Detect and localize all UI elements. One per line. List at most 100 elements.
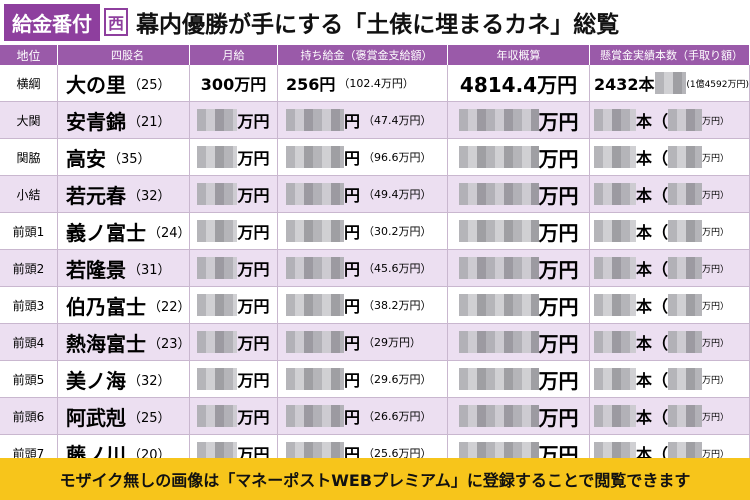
shikona: 若元春 (66, 183, 126, 208)
name-cell: 安青錦 （21） (58, 102, 190, 138)
mosaic (197, 405, 238, 427)
kensho-amount: 万円） (702, 264, 730, 275)
annual: 万円 (538, 257, 579, 282)
name-cell: 伯乃富士 （22） (58, 287, 190, 323)
monthly-cell: 300万円 (190, 65, 278, 101)
table: 地位 四股名 月給 持ち給金（褒賞金支給額） 年収概算 懸賞金実績本数（手取り額） 横綱 大の… (0, 45, 750, 472)
mochi-amount: （38.2万円） (363, 299, 432, 312)
kensho-count: 本（ (636, 297, 669, 316)
rank: 前頭3 (0, 287, 58, 323)
banner[interactable]: モザイク無しの画像は「マネーポストWEBプレミアム」に登録することで閲覧できます (0, 458, 750, 500)
kensho-count: 本（ (636, 223, 669, 242)
mochi-cell: 円（45.6万円） (278, 250, 448, 286)
mochi: 円 (344, 334, 361, 353)
rank: 前頭5 (0, 361, 58, 397)
mochi: 円 (344, 112, 361, 131)
name-cell: 大の里 （25） (58, 65, 190, 101)
monthly-cell: 万円 (190, 102, 278, 138)
annual-cell: 万円 (448, 213, 590, 249)
kensho-count: 本（ (636, 408, 669, 427)
table-row: 前頭2 若隆景 （31） 万円円（45.6万円） 万円 本（ 万円） (0, 250, 750, 287)
mochi: 円 (344, 297, 361, 316)
kensho-cell: 本（ 万円） (590, 176, 750, 212)
kensho-cell: 本（ 万円） (590, 398, 750, 434)
kensho-cell: 2432本 (1億4592万円) (590, 65, 750, 101)
kensho-count: 本（ (636, 260, 669, 279)
shikona: 高安 (66, 146, 106, 171)
mosaic (594, 368, 636, 390)
shikona: 伯乃富士 (66, 294, 146, 319)
mosaic (197, 183, 238, 205)
kensho-amount: 万円） (702, 116, 730, 127)
monthly-cell: 万円 (190, 213, 278, 249)
rank: 前頭1 (0, 213, 58, 249)
table-row: 関脇 高安 （35） 万円円（96.6万円） 万円 本（ 万円） (0, 139, 750, 176)
annual-cell: 万円 (448, 361, 590, 397)
kensho-cell: 本（ 万円） (590, 324, 750, 360)
mosaic (594, 220, 636, 242)
kensho-cell: 本（ 万円） (590, 250, 750, 286)
kensho-cell: 本（ 万円） (590, 139, 750, 175)
mosaic (458, 109, 539, 131)
annual: 万円 (538, 146, 579, 171)
shikona: 熱海富士 (66, 331, 146, 356)
mosaic (286, 220, 344, 242)
kensho-amount: 万円） (702, 449, 730, 460)
annual-cell: 万円 (448, 139, 590, 175)
mosaic (668, 109, 703, 131)
mosaic (197, 146, 238, 168)
annual: 万円 (538, 220, 579, 245)
mochi-cell: 円（29万円） (278, 324, 448, 360)
shikona: 大の里 (66, 72, 126, 97)
kensho-amount: 万円） (702, 412, 730, 423)
monthly: 万円 (237, 408, 270, 427)
mochi: 円 (344, 186, 361, 205)
mosaic (286, 405, 344, 427)
mosaic (286, 294, 344, 316)
mosaic (458, 294, 539, 316)
mochi-amount: （25.6万円） (363, 447, 432, 460)
rank: 前頭2 (0, 250, 58, 286)
mochi-cell: 円（47.4万円） (278, 102, 448, 138)
name-cell: 若隆景 （31） (58, 250, 190, 286)
monthly-cell: 万円 (190, 176, 278, 212)
mosaic (286, 109, 344, 131)
annual-cell: 万円 (448, 102, 590, 138)
mosaic (668, 183, 703, 205)
header: 給金番付 西 幕内優勝が手にする「土俵に埋まるカネ」総覧 (0, 0, 750, 44)
table-row: 大関 安青錦 （21） 万円円（47.4万円） 万円 本（ 万円） (0, 102, 750, 139)
kensho-amount: (1億4592万円) (686, 79, 749, 90)
mosaic (668, 257, 703, 279)
annual-cell: 万円 (448, 324, 590, 360)
table-row: 横綱 大の里 （25） 300万円 256円 （102.4万円） 4814.4万円 2432本… (0, 65, 750, 102)
annual: 万円 (538, 294, 579, 319)
mochi-amount: （26.6万円） (363, 410, 432, 423)
mosaic (458, 183, 539, 205)
annual-cell: 4814.4万円 (448, 65, 590, 101)
rank: 横綱 (0, 65, 58, 101)
badge: 給金番付 (4, 3, 100, 41)
header-row: 地位 四股名 月給 持ち給金（褒賞金支給額） 年収概算 懸賞金実績本数（手取り額） (0, 45, 750, 65)
annual: 万円 (538, 109, 579, 134)
column-header: 月給 (190, 45, 278, 65)
table-row: 前頭1 義ノ富士 （24） 万円円（30.2万円） 万円 本（ 万円） (0, 213, 750, 250)
mochi-amount: （102.4万円） (338, 77, 414, 90)
rank: 大関 (0, 102, 58, 138)
age: （35） (108, 151, 151, 167)
mosaic (668, 146, 703, 168)
mosaic (654, 72, 687, 94)
monthly-cell: 万円 (190, 139, 278, 175)
age: （24） (148, 225, 190, 241)
annual: 万円 (538, 331, 579, 356)
name-cell: 熱海富士 （23） (58, 324, 190, 360)
mosaic (668, 368, 703, 390)
monthly-cell: 万円 (190, 250, 278, 286)
monthly: 300万円 (200, 75, 267, 94)
column-header: 地位 (0, 45, 58, 65)
mochi-cell: 円（49.4万円） (278, 176, 448, 212)
mosaic (197, 294, 238, 316)
column-header: 四股名 (58, 45, 190, 65)
mosaic (197, 331, 238, 353)
name-cell: 美ノ海 （32） (58, 361, 190, 397)
monthly: 万円 (237, 223, 270, 242)
